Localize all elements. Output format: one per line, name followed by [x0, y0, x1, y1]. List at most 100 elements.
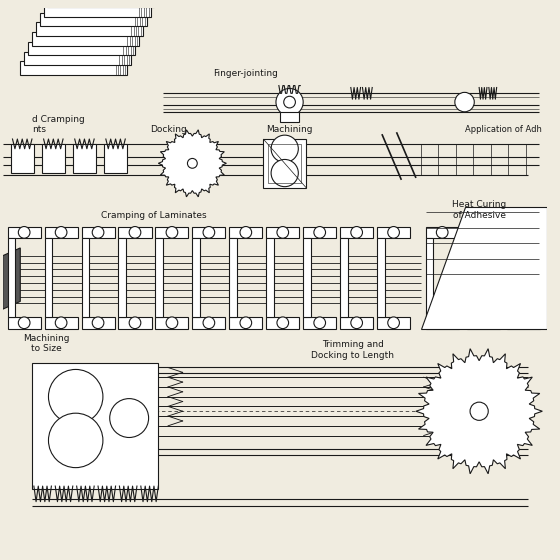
Bar — [266, 227, 299, 238]
Bar — [466, 238, 474, 317]
Bar — [119, 317, 152, 329]
Bar — [229, 227, 262, 238]
Bar — [507, 227, 540, 238]
Polygon shape — [20, 61, 127, 75]
Circle shape — [518, 227, 530, 238]
Bar — [82, 317, 115, 329]
Circle shape — [518, 317, 530, 329]
Bar — [45, 227, 78, 238]
Polygon shape — [40, 13, 147, 26]
Circle shape — [55, 317, 67, 329]
Circle shape — [277, 227, 288, 238]
Polygon shape — [421, 207, 547, 329]
Circle shape — [436, 317, 448, 329]
Text: d Cramping
nts: d Cramping nts — [32, 115, 85, 134]
Bar — [104, 144, 127, 173]
Bar — [280, 112, 299, 122]
Bar — [303, 227, 336, 238]
Circle shape — [388, 317, 399, 329]
Circle shape — [166, 317, 178, 329]
Circle shape — [477, 227, 489, 238]
Text: Application of Adh: Application of Adh — [465, 125, 542, 134]
Circle shape — [284, 96, 296, 108]
Bar — [8, 227, 41, 238]
Circle shape — [276, 88, 303, 116]
Circle shape — [110, 399, 148, 437]
Bar — [229, 317, 262, 329]
Circle shape — [55, 227, 67, 238]
Bar — [156, 238, 163, 317]
Polygon shape — [24, 52, 131, 65]
Bar — [192, 227, 226, 238]
Polygon shape — [32, 32, 139, 46]
Bar — [263, 139, 306, 188]
Bar — [266, 317, 299, 329]
Bar — [268, 144, 301, 183]
Text: Heat Curing
of Adhesive: Heat Curing of Adhesive — [452, 200, 506, 220]
Polygon shape — [48, 0, 155, 7]
Circle shape — [277, 317, 288, 329]
Polygon shape — [158, 130, 226, 197]
Circle shape — [203, 227, 214, 238]
Circle shape — [470, 402, 488, 421]
Circle shape — [477, 317, 489, 329]
Bar — [82, 238, 89, 317]
Polygon shape — [36, 22, 143, 36]
Bar — [377, 317, 410, 329]
Circle shape — [129, 317, 141, 329]
Bar — [340, 227, 373, 238]
Circle shape — [240, 317, 251, 329]
Text: Machining: Machining — [267, 125, 313, 134]
Circle shape — [166, 227, 178, 238]
Text: Machining
to Size: Machining to Size — [24, 334, 70, 353]
Bar — [466, 227, 500, 238]
Bar — [8, 238, 16, 317]
Circle shape — [129, 227, 141, 238]
Polygon shape — [44, 3, 151, 17]
Bar — [507, 238, 515, 317]
Polygon shape — [3, 248, 20, 309]
Bar — [45, 317, 78, 329]
Text: Docking: Docking — [150, 125, 186, 134]
Circle shape — [92, 227, 104, 238]
Bar — [266, 238, 274, 317]
Bar — [507, 317, 540, 329]
Bar — [11, 144, 34, 173]
Circle shape — [388, 227, 399, 238]
Bar — [229, 238, 237, 317]
Bar — [303, 238, 311, 317]
Circle shape — [92, 317, 104, 329]
Circle shape — [314, 317, 325, 329]
Circle shape — [271, 135, 298, 162]
Bar — [340, 238, 348, 317]
Circle shape — [49, 370, 103, 424]
Bar — [119, 227, 152, 238]
Circle shape — [203, 317, 214, 329]
Bar — [8, 317, 41, 329]
Bar — [192, 238, 200, 317]
Bar — [45, 238, 52, 317]
Bar — [156, 317, 189, 329]
Bar — [32, 363, 158, 489]
Circle shape — [18, 317, 30, 329]
Bar — [156, 227, 189, 238]
Circle shape — [18, 227, 30, 238]
Circle shape — [314, 227, 325, 238]
Circle shape — [436, 227, 448, 238]
Bar — [340, 317, 373, 329]
Text: Trimming and
Docking to Length: Trimming and Docking to Length — [311, 340, 394, 360]
Bar — [377, 227, 410, 238]
Polygon shape — [28, 42, 135, 55]
Polygon shape — [416, 349, 542, 474]
Bar — [192, 317, 226, 329]
Circle shape — [351, 227, 362, 238]
Bar — [303, 317, 336, 329]
Circle shape — [240, 227, 251, 238]
Circle shape — [271, 160, 298, 186]
Circle shape — [351, 317, 362, 329]
Bar — [73, 144, 96, 173]
Bar — [466, 317, 500, 329]
Text: Finger-jointing: Finger-jointing — [213, 69, 278, 78]
Circle shape — [188, 158, 197, 168]
Bar — [82, 227, 115, 238]
